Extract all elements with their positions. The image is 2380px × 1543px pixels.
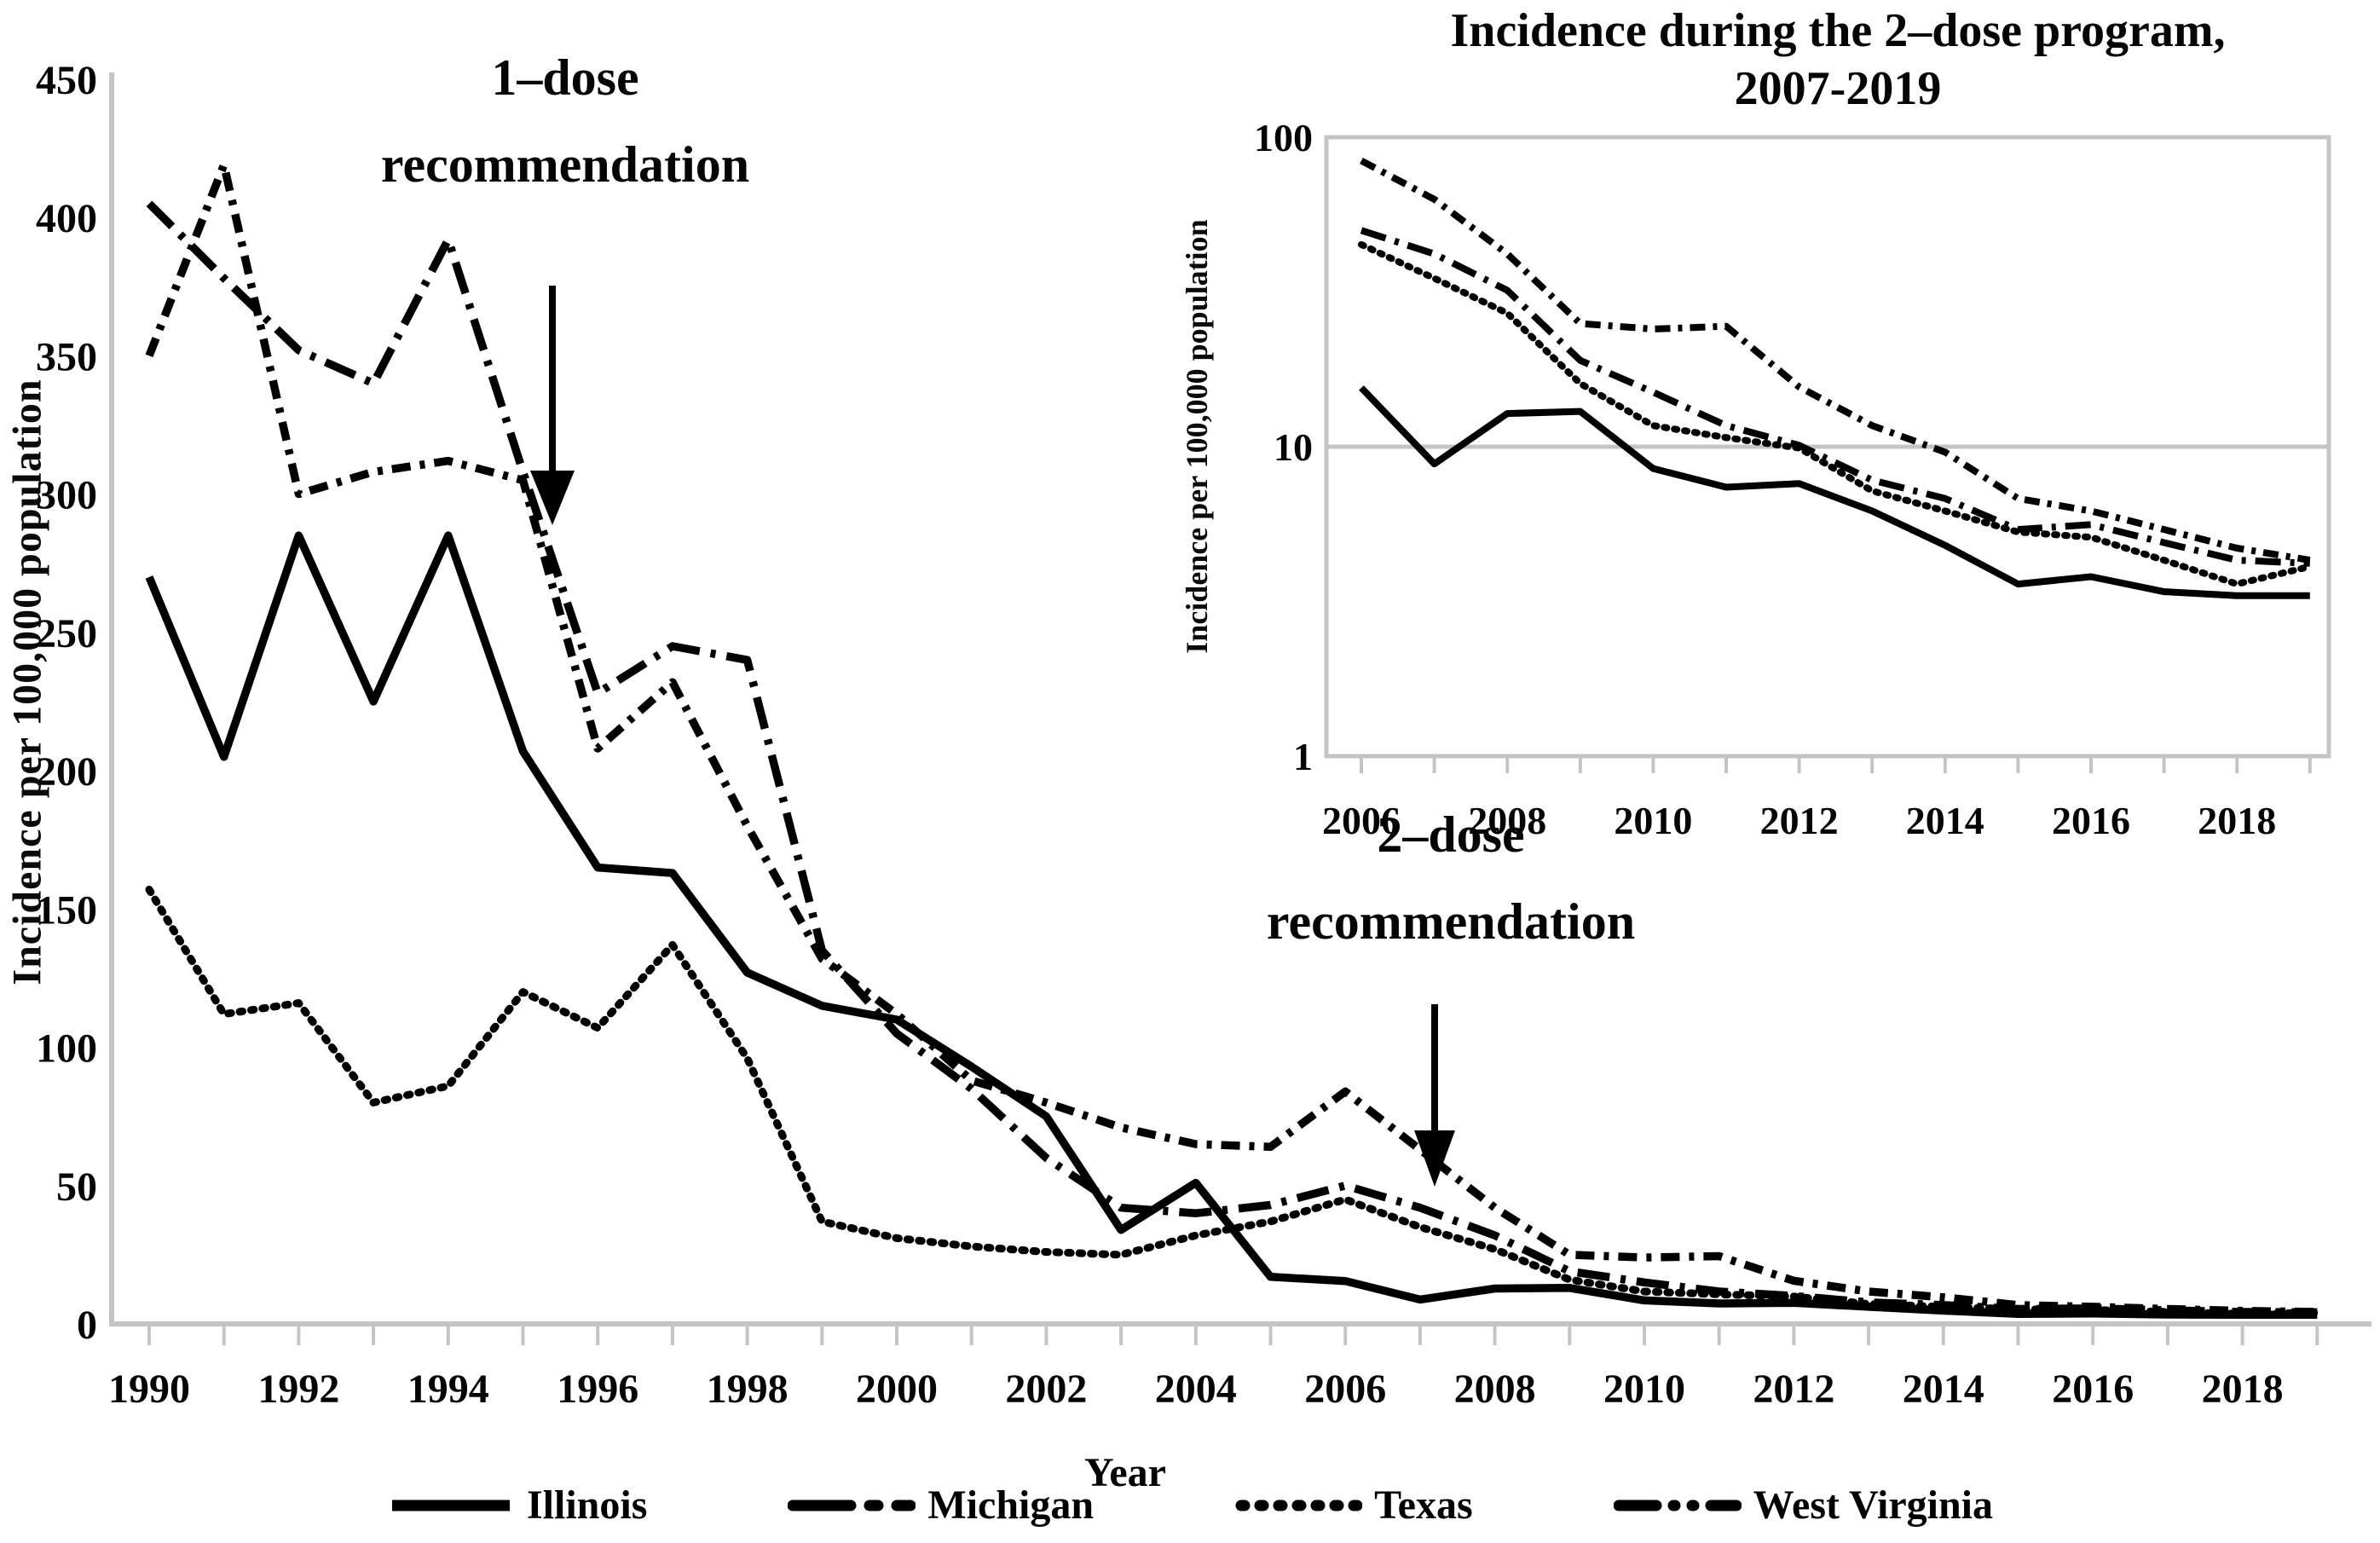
legend-item-texas: Texas <box>1234 1482 1473 1529</box>
main-plot: 1990 1992 1994 1996 1998 2000 2002 2004 2006 2008… <box>36 58 2371 1412</box>
main-y-tick-label: 250 <box>36 611 97 656</box>
inset-plot: 2006 2008 2010 2012 2014 2016 2018 100 10 1 <box>1254 116 2331 842</box>
main-x-tick-label: 2004 <box>1155 1367 1237 1412</box>
main-y-tick-label: 0 <box>77 1303 97 1348</box>
main-x-tick-label: 1994 <box>407 1367 489 1412</box>
legend-label-texas: Texas <box>1374 1482 1473 1528</box>
inset-y-tick-label: 10 <box>1274 425 1313 469</box>
inset-x-tick-label: 2016 <box>2052 799 2130 842</box>
inset-series-illinois <box>1359 385 2310 599</box>
main-y-tick-label: 50 <box>56 1164 97 1210</box>
inset-x-tick-label: 2008 <box>1468 799 1546 842</box>
main-x-tick-label: 2008 <box>1454 1367 1536 1412</box>
main-x-tick-label: 1992 <box>257 1367 339 1412</box>
main-x-tick-label: 2016 <box>2052 1367 2134 1412</box>
inset-y-tick-label: 100 <box>1254 116 1313 159</box>
main-series-texas <box>145 886 2321 1318</box>
annotation-2-dose: 2–dose recommendation <box>1067 791 1834 965</box>
inset-x-tick-label: 2006 <box>1322 799 1401 842</box>
inset-chart-title: Incidence during the 2–dose program, 200… <box>1296 2 2380 118</box>
main-x-tick-label: 1996 <box>557 1367 638 1412</box>
inset-x-tick-label: 2014 <box>1906 799 1984 842</box>
main-y-tick-label: 100 <box>36 1026 97 1072</box>
main-y-tick-label: 200 <box>36 749 97 795</box>
one-dose-arrow-icon <box>530 286 575 525</box>
inset-series-west-virginia <box>1360 157 2311 564</box>
main-x-tick-label: 2014 <box>1903 1367 1984 1412</box>
main-x-tick-label: 2012 <box>1753 1367 1834 1412</box>
legend-label-illinois: Illinois <box>526 1482 648 1528</box>
inset-y-axis-title: Incidence per 100,000 population <box>1180 219 1214 654</box>
legend-item-west-virginia: West Virginia <box>1613 1482 1993 1529</box>
inset-series-michigan <box>1360 227 2310 567</box>
inset-series-texas <box>1358 240 2314 588</box>
main-x-tick-label: 2018 <box>2202 1367 2284 1412</box>
main-x-tick-label: 2002 <box>1005 1367 1087 1412</box>
west-virginia-line-swatch-icon <box>1613 1500 1742 1511</box>
illinois-line-swatch-icon <box>391 1500 510 1511</box>
inset-x-tick-label: 2010 <box>1614 799 1692 842</box>
inset-x-tick-label: 2018 <box>2198 799 2276 842</box>
legend-label-michigan: Michigan <box>927 1482 1095 1528</box>
texas-line-swatch-icon <box>1235 1500 1363 1511</box>
main-x-tick-label: 1990 <box>108 1367 190 1412</box>
annotation-2-dose-line2: recommendation <box>1266 893 1636 950</box>
annotation-1-dose-line1: 1–dose <box>491 49 639 106</box>
main-x-axis-title: Year <box>1084 1450 1166 1495</box>
main-y-tick-label: 450 <box>36 58 97 103</box>
main-y-tick-label: 350 <box>36 334 97 379</box>
inset-x-tick-label: 2012 <box>1760 799 1839 842</box>
main-series-west-virginia <box>145 160 2318 1316</box>
legend-label-west-virginia: West Virginia <box>1753 1482 1993 1528</box>
legend-item-illinois: Illinois <box>387 1482 647 1529</box>
annotation-2-dose-line1: 2–dose <box>1377 806 1525 863</box>
inset-title-line1: Incidence during the 2–dose program, <box>1450 4 2226 57</box>
main-y-tick-label: 150 <box>36 887 97 933</box>
main-x-tick-label: 2010 <box>1603 1367 1685 1412</box>
inset-y-tick-label: 1 <box>1293 735 1313 778</box>
main-x-tick-label: 1998 <box>707 1367 789 1412</box>
main-series-illinois <box>145 531 2318 1320</box>
michigan-line-swatch-icon <box>788 1500 916 1511</box>
two-dose-arrow-icon <box>1414 1004 1455 1187</box>
annotation-1-dose: 1–dose recommendation <box>182 34 949 208</box>
main-y-tick-label: 400 <box>36 196 97 241</box>
legend-item-michigan: Michigan <box>788 1482 1094 1529</box>
legend: Illinois Michigan Texas West Virginia <box>0 1482 2380 1529</box>
main-y-tick-label: 300 <box>36 473 97 518</box>
main-x-tick-label: 2000 <box>856 1367 938 1412</box>
main-x-tick-label: 2006 <box>1304 1367 1386 1412</box>
annotation-1-dose-line2: recommendation <box>380 136 750 193</box>
inset-title-line2: 2007-2019 <box>1734 62 1942 116</box>
main-y-axis-title: Incidence per 100,000 population <box>4 379 50 985</box>
